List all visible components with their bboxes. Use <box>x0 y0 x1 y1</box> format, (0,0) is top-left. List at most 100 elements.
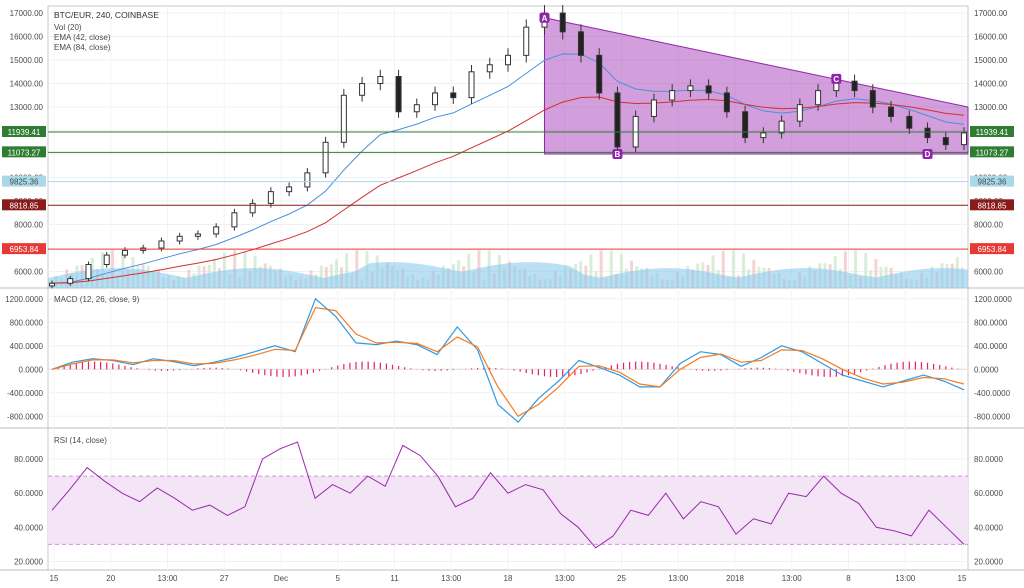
x-tick-label: 13:00 <box>895 574 916 583</box>
candle-body <box>67 278 74 284</box>
y-tick-label-left: 16000.00 <box>10 33 44 42</box>
price-label-left-bg <box>2 146 46 158</box>
rsi-band <box>48 476 968 545</box>
indicator-legend: EMA (42, close) <box>54 33 111 42</box>
y-tick-label-left: 20.0000 <box>14 557 43 566</box>
candle-body <box>231 212 238 228</box>
candle-body <box>468 71 475 99</box>
x-tick-label: 15 <box>958 574 967 583</box>
volume-bar <box>609 250 613 288</box>
price-label-right-bg <box>970 146 1014 158</box>
candle-body <box>778 120 785 134</box>
candle-body <box>486 64 493 73</box>
price-label-right: 8818.85 <box>978 201 1007 210</box>
pattern-point-label: A <box>542 14 548 23</box>
pattern-point-label: B <box>615 150 621 159</box>
volume-bar <box>843 251 847 288</box>
rsi-title: RSI (14, close) <box>54 436 107 445</box>
candle-body <box>705 85 712 94</box>
x-tick-label: 15 <box>50 574 59 583</box>
y-tick-label-right: 8000.00 <box>974 221 1003 230</box>
y-tick-label-right: -400.0000 <box>974 389 1011 398</box>
volume-bar <box>854 250 858 288</box>
candle-body <box>340 94 347 143</box>
price-label-right: 11939.41 <box>976 128 1009 137</box>
y-tick-label-left: 80.0000 <box>14 455 43 464</box>
x-tick-label: 2018 <box>726 574 744 583</box>
candle-body <box>687 85 694 92</box>
candle-body <box>359 83 366 96</box>
y-tick-label-left: -400.0000 <box>7 389 44 398</box>
x-tick-label: 20 <box>106 574 115 583</box>
volume-bar <box>355 250 359 288</box>
candle-body <box>432 92 439 106</box>
volume-bar <box>589 254 593 288</box>
indicator-legend: EMA (84, close) <box>54 43 111 52</box>
y-tick-label-right: 13000.00 <box>974 103 1008 112</box>
candle-body <box>103 254 110 266</box>
rsi-line <box>51 441 965 549</box>
candle-body <box>286 186 293 193</box>
y-tick-label-right: 16000.00 <box>974 33 1008 42</box>
candle-body <box>669 90 676 101</box>
candle-body <box>49 282 55 287</box>
price-label-left: 11073.27 <box>8 148 41 157</box>
candle-body <box>577 31 584 56</box>
candle-body <box>760 132 767 139</box>
price-label-right-bg <box>970 175 1014 187</box>
y-tick-label-left: 13000.00 <box>10 103 44 112</box>
y-tick-label-right: 15000.00 <box>974 56 1008 65</box>
x-tick-label: 25 <box>617 574 626 583</box>
candle-body <box>213 226 220 235</box>
price-label-left-bg <box>2 125 46 137</box>
candle-body <box>796 104 803 122</box>
volume-bar <box>233 250 237 288</box>
candle-body <box>121 249 128 256</box>
price-label-right-bg <box>970 243 1014 255</box>
x-tick-label: 13:00 <box>782 574 803 583</box>
x-tick-label: 5 <box>336 574 341 583</box>
price-label-left: 6953.84 <box>10 245 39 254</box>
volume-bar <box>319 265 323 288</box>
candle-body <box>906 115 913 129</box>
y-tick-label-right: 20.0000 <box>974 557 1003 566</box>
chart-title: BTC/EUR, 240, COINBASE <box>54 10 159 20</box>
price-label-right: 9825.36 <box>978 178 1007 187</box>
candle-body <box>924 127 931 139</box>
y-tick-label-right: 14000.00 <box>974 80 1008 89</box>
candle-body <box>505 54 511 66</box>
price-label-right-bg <box>970 199 1014 211</box>
candle-body <box>596 54 603 94</box>
y-tick-label-right: 40.0000 <box>974 523 1003 532</box>
x-tick-label: 11 <box>390 574 399 583</box>
y-tick-label-left: 6000.00 <box>14 268 43 277</box>
y-tick-label-right: 60.0000 <box>974 489 1003 498</box>
volume-bar <box>711 255 715 288</box>
price-label-left: 8818.85 <box>10 201 39 210</box>
volume-bar <box>721 250 725 288</box>
y-tick-label-left: 15000.00 <box>10 56 44 65</box>
pattern-point-a <box>539 12 550 23</box>
y-tick-label-right: 800.0000 <box>974 318 1008 327</box>
x-tick-label: 13:00 <box>555 574 576 583</box>
x-tick-label: 13:00 <box>157 574 178 583</box>
ema-84-line <box>51 96 965 284</box>
pattern-point-b <box>612 149 623 160</box>
candle-body <box>961 132 967 146</box>
candle-body <box>395 76 402 113</box>
ema-42-line <box>51 53 965 284</box>
y-tick-label-right: 80.0000 <box>974 455 1003 464</box>
x-tick-label: 27 <box>220 574 229 583</box>
y-tick-label-right: 1200.0000 <box>974 295 1012 304</box>
volume-bar <box>864 253 868 288</box>
pattern-point-d <box>922 149 933 160</box>
pattern-point-c <box>831 73 842 84</box>
price-label-right: 6953.84 <box>978 245 1007 254</box>
candle-body <box>249 202 256 214</box>
triangle-pattern <box>543 17 969 155</box>
pattern-point-label: D <box>925 150 931 159</box>
macd-line-1 <box>51 306 965 418</box>
candle-body <box>377 76 384 85</box>
price-label-right-bg <box>970 125 1014 137</box>
